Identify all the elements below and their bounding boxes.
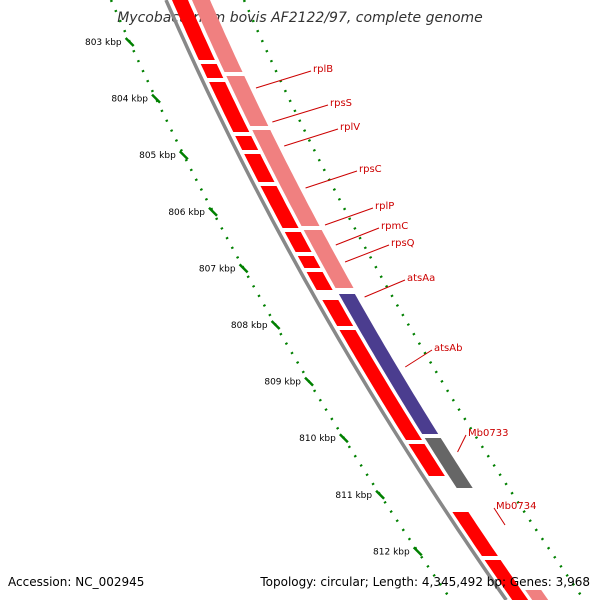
- genome-backbone: [164, 0, 508, 600]
- gene-label: Mb0734: [496, 501, 536, 512]
- reverse-cds: [226, 76, 269, 126]
- kbp-tick: [208, 206, 218, 217]
- kbp-label: 806 kbp: [168, 208, 205, 218]
- forward-cds: [284, 232, 312, 252]
- gene-leader-line: [272, 104, 329, 123]
- gene-label: rplB: [313, 64, 333, 75]
- forward-cds: [306, 272, 333, 290]
- forward-cds: [322, 300, 354, 326]
- gene-leader-line: [284, 128, 339, 147]
- kbp-tick: [304, 376, 314, 387]
- kbp-label: 809 kbp: [264, 378, 301, 388]
- reverse-cds: [303, 230, 354, 288]
- gene-label: rpmC: [381, 221, 408, 232]
- gene-label: rpsQ: [391, 238, 415, 249]
- gene-leader-line: [335, 227, 380, 246]
- gene-leader-line: [255, 70, 312, 89]
- gene-label: rpsC: [359, 164, 382, 175]
- kbp-label: 807 kbp: [199, 264, 236, 274]
- gene-leader-line: [457, 434, 467, 453]
- kbp-label: 810 kbp: [299, 434, 336, 444]
- gene-leader-line: [405, 349, 433, 368]
- kbp-label: 808 kbp: [231, 321, 268, 331]
- kbp-label: 812 kbp: [373, 547, 410, 557]
- forward-cds: [484, 560, 529, 600]
- kbp-tick: [238, 263, 249, 274]
- grey-block: [424, 438, 473, 488]
- topology-text: Topology: circular; Length: 4,345,492 bp…: [259, 575, 590, 589]
- kbp-tick: [151, 93, 161, 104]
- forward-cds: [408, 444, 445, 476]
- gene-label: rpsS: [330, 98, 352, 109]
- forward-cds: [244, 154, 275, 182]
- reverse-cds: [525, 590, 549, 600]
- kbp-label: 804 kbp: [111, 95, 148, 105]
- kbp-tick: [412, 546, 423, 557]
- kbp-label: 811 kbp: [335, 491, 372, 501]
- gene-label: atsAa: [407, 273, 435, 284]
- gene-label: atsAb: [434, 343, 462, 354]
- kbp-tick: [124, 37, 135, 47]
- gene-leader-line: [305, 170, 358, 189]
- kbp-label: 805 kbp: [139, 151, 176, 161]
- forward-cds: [200, 64, 224, 78]
- gene-leader-line: [364, 279, 406, 298]
- kbp-label: 803 kbp: [85, 38, 122, 48]
- gene-label: Mb0733: [468, 428, 508, 439]
- forward-cds: [339, 330, 422, 440]
- reverse-cds: [252, 130, 320, 226]
- kbp-scale-line: [109, 0, 453, 600]
- kbp-tick: [375, 489, 385, 500]
- feature-tracks: [164, 0, 586, 600]
- kbp-tick: [338, 433, 349, 444]
- forward-cds: [297, 256, 321, 268]
- forward-cds: [452, 512, 498, 556]
- gene-label: rplP: [375, 201, 394, 212]
- gene-labels: rplB rpsS rplV rpsC rplP rpmC rpsQ atsAa atsAb Mb…: [255, 64, 536, 526]
- kbp-tick: [270, 320, 281, 330]
- forward-cds: [235, 136, 259, 150]
- kbp-scale: 803 kbp 804 kbp 805 kbp 806 kbp 807 kbp 808 k…: [85, 0, 453, 600]
- forward-cds: [172, 0, 215, 60]
- reverse-cds: [192, 0, 243, 72]
- gene-label: rplV: [340, 122, 360, 133]
- gene-leader-line: [344, 244, 390, 263]
- kbp-tick: [178, 150, 189, 161]
- gene-leader-line: [493, 507, 506, 526]
- accession-text: Accession: NC_002945: [8, 575, 144, 589]
- forward-cds: [260, 186, 299, 228]
- forward-cds: [209, 82, 250, 132]
- gene-leader-line: [324, 207, 374, 226]
- rrna-block: [338, 294, 439, 434]
